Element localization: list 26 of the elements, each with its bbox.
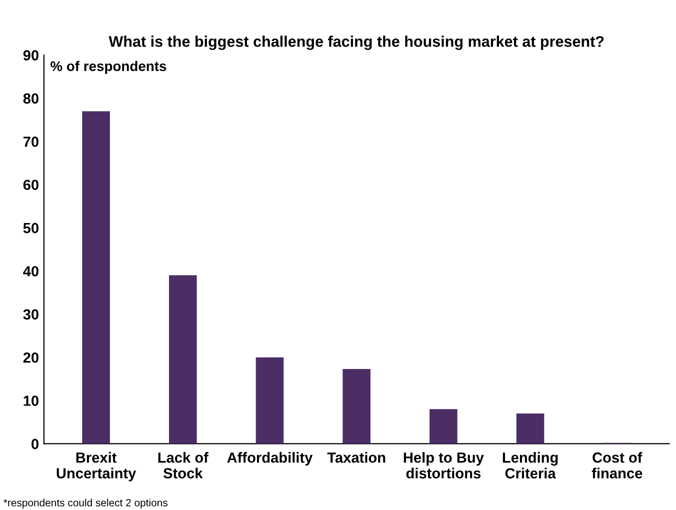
x-tick-label: Lending Criteria (502, 452, 558, 479)
x-tick-label: Cost of finance (592, 452, 642, 478)
y-tick-label: 10 (24, 396, 38, 406)
bar (256, 357, 284, 444)
y-axis-title: % of respondents (50, 60, 166, 74)
chart-title: What is the biggest challenge facing the housing market at present? (108, 36, 604, 50)
bar (82, 111, 110, 444)
y-tick-label: 50 (23, 222, 38, 234)
y-tick-label: 60 (23, 180, 38, 190)
bar (516, 413, 544, 444)
y-tick-label: 0 (32, 438, 38, 450)
bar (342, 369, 370, 444)
x-tick-label: Lack of Stock (158, 452, 208, 478)
y-tick-label: 90 (23, 50, 38, 61)
y-tick-label: 80 (23, 93, 38, 104)
bar (169, 275, 197, 444)
bar (430, 409, 458, 444)
y-tick-label: 40 (23, 266, 38, 276)
y-tick-label: 20 (23, 352, 38, 363)
x-tick-label: Help to Buy distortions (404, 452, 484, 478)
y-tick-label: 30 (23, 309, 38, 320)
x-tick-label: Brexit Uncertainty (56, 452, 136, 482)
x-tick-label: Taxation (327, 452, 386, 463)
x-tick-label: Affordability (227, 452, 313, 466)
y-tick-label: 70 (23, 136, 38, 147)
text: *respondents could select 2 options (4, 498, 168, 508)
